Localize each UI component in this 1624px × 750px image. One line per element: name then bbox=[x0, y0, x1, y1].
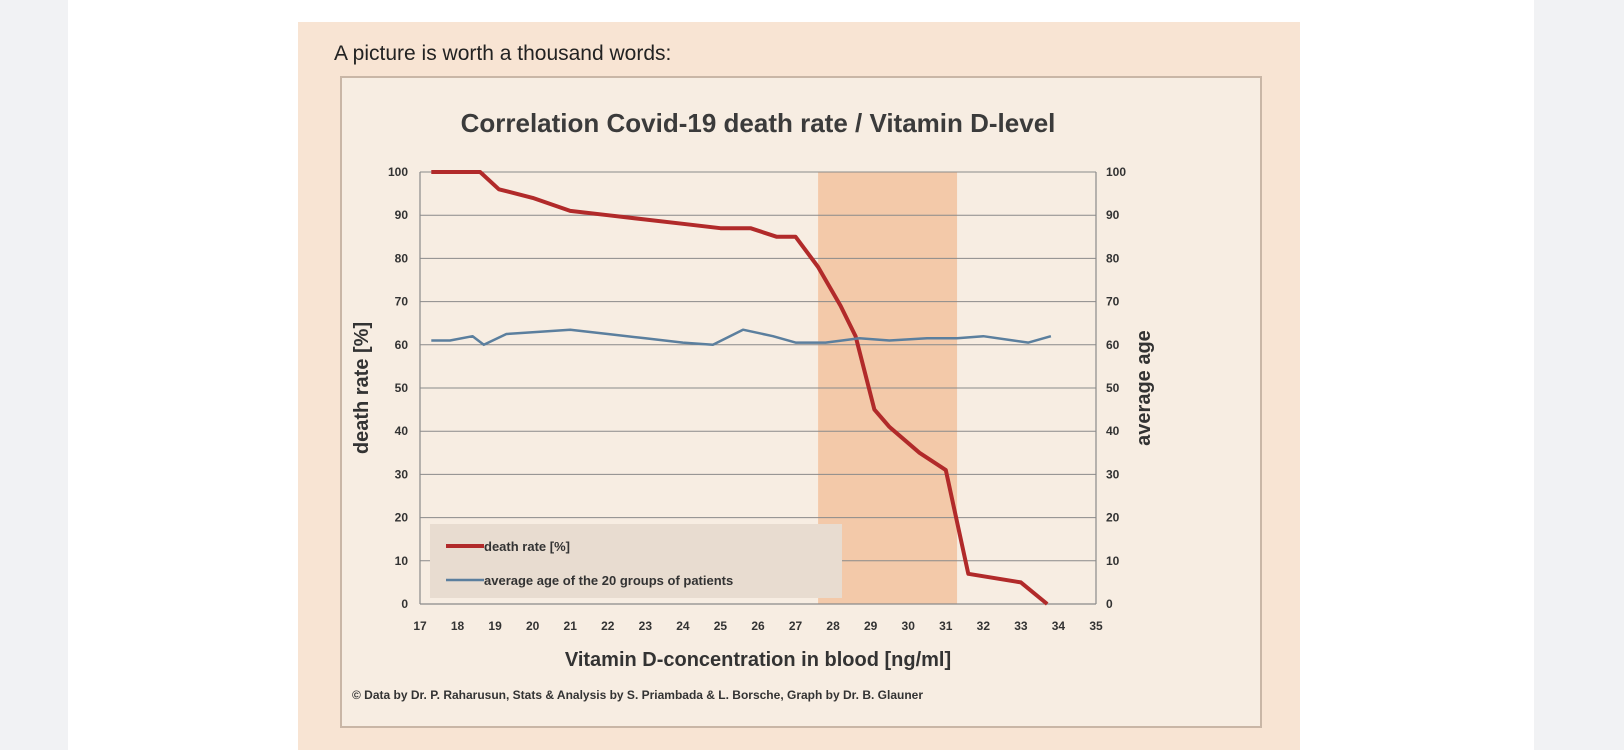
y2-tick-label: 100 bbox=[1106, 165, 1126, 179]
x-tick-label: 35 bbox=[1089, 619, 1103, 633]
death-rate-line bbox=[431, 170, 1049, 606]
y-tick-label: 80 bbox=[395, 251, 409, 265]
y-tick-label: 40 bbox=[395, 424, 409, 438]
y2-tick-label: 10 bbox=[1106, 554, 1120, 568]
x-tick-label: 22 bbox=[601, 619, 615, 633]
x-tick-label: 20 bbox=[526, 619, 540, 633]
y2-tick-label: 90 bbox=[1106, 208, 1120, 222]
x-tick-label: 18 bbox=[451, 619, 465, 633]
y2-tick-label: 20 bbox=[1106, 511, 1120, 525]
y-tick-label: 0 bbox=[401, 597, 408, 611]
y2-tick-label: 0 bbox=[1106, 597, 1113, 611]
y-tick-label: 50 bbox=[395, 381, 409, 395]
y-tick-label: 90 bbox=[395, 208, 409, 222]
x-tick-label: 28 bbox=[826, 619, 840, 633]
axes bbox=[419, 172, 1097, 605]
x-tick-label: 23 bbox=[639, 619, 653, 633]
intro-text: A picture is worth a thousand words: bbox=[334, 42, 672, 65]
y2-tick-label: 50 bbox=[1106, 381, 1120, 395]
x-tick-label: 34 bbox=[1052, 619, 1066, 633]
y-tick-label: 30 bbox=[395, 467, 409, 481]
x-tick-label: 33 bbox=[1014, 619, 1028, 633]
x-tick-label: 27 bbox=[789, 619, 803, 633]
x-tick-label: 25 bbox=[714, 619, 728, 633]
legend-label-death-rate: death rate [%] bbox=[484, 539, 570, 554]
y2-tick-label: 80 bbox=[1106, 251, 1120, 265]
x-tick-label: 19 bbox=[488, 619, 502, 633]
x-tick-label: 26 bbox=[751, 619, 765, 633]
x-tick-label: 29 bbox=[864, 619, 878, 633]
x-axis-label: Vitamin D-concentration in blood [ng/ml] bbox=[565, 649, 951, 671]
x-tick-label: 24 bbox=[676, 619, 690, 633]
y2-tick-label: 70 bbox=[1106, 295, 1120, 309]
y-tick-label: 100 bbox=[388, 165, 408, 179]
x-tick-label: 17 bbox=[413, 619, 427, 633]
x-tick-label: 21 bbox=[564, 619, 578, 633]
y-axis-label: death rate [%] bbox=[351, 322, 373, 454]
line-chart: 0 0 10 10 20 20 30 30 40 40 50 50 60 60 70 70 80 80 90 90 10… bbox=[351, 108, 1155, 702]
y2-tick-label: 30 bbox=[1106, 467, 1120, 481]
y2-tick-label: 40 bbox=[1106, 424, 1120, 438]
chart-frame: 0 0 10 10 20 20 30 30 40 40 50 50 60 60 70 70 80 80 90 90 10… bbox=[340, 76, 1262, 728]
credit-text: © Data by Dr. P. Raharusun, Stats & Anal… bbox=[352, 688, 923, 702]
chart-title: Correlation Covid-19 death rate / Vitami… bbox=[461, 108, 1056, 138]
x-tick-label: 30 bbox=[902, 619, 916, 633]
legend-label-average-age: average age of the 20 groups of patients bbox=[484, 573, 733, 588]
y-tick-label: 10 bbox=[395, 554, 409, 568]
y2-tick-label: 60 bbox=[1106, 338, 1120, 352]
legend-box bbox=[430, 524, 842, 598]
tick-labels: 0 0 10 10 20 20 30 30 40 40 50 50 60 60 70 70 80 80 90 90 10… bbox=[388, 165, 1126, 633]
chart-legend: death rate [%] average age of the 20 gro… bbox=[430, 524, 842, 598]
y-tick-label: 60 bbox=[395, 338, 409, 352]
y-tick-label: 70 bbox=[395, 295, 409, 309]
average-age-line bbox=[431, 328, 1052, 347]
y-tick-label: 20 bbox=[395, 511, 409, 525]
x-tick-label: 31 bbox=[939, 619, 953, 633]
y2-axis-label: average age bbox=[1133, 330, 1155, 446]
series-lines bbox=[431, 170, 1052, 606]
x-tick-label: 32 bbox=[977, 619, 991, 633]
